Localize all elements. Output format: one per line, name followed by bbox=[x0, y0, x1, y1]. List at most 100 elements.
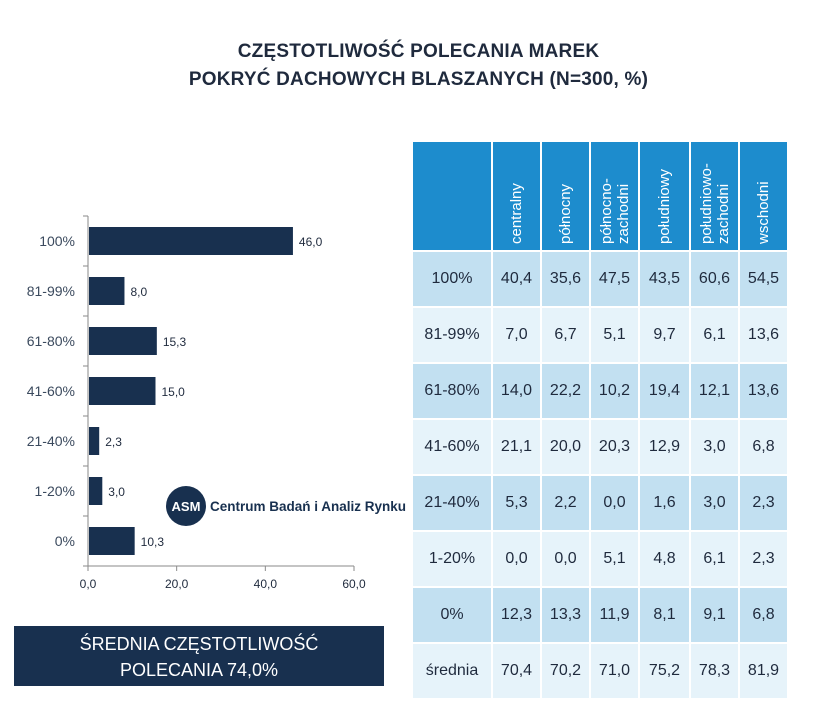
table-cell: 43,5 bbox=[640, 250, 691, 306]
table-cell: 6,8 bbox=[740, 418, 789, 474]
table-cell: 21,1 bbox=[493, 418, 542, 474]
table-row: 41-60% 21,1 20,0 20,3 12,9 3,0 6,8 bbox=[413, 418, 789, 474]
row-label: 21-40% bbox=[413, 474, 493, 530]
table-cell: 13,6 bbox=[740, 306, 789, 362]
region-table: centralny północny północno- zachodni połud… bbox=[413, 140, 789, 698]
table-cell: 9,7 bbox=[640, 306, 691, 362]
table-cell: 5,1 bbox=[591, 530, 640, 586]
table-cell: 54,5 bbox=[740, 250, 789, 306]
row-label: 61-80% bbox=[413, 362, 493, 418]
table-cell: 22,2 bbox=[542, 362, 591, 418]
bar-chart: 100% 46,0 81-99% 8,0 61-80% 15,3 41-60% 15,0 21-… bbox=[27, 215, 366, 591]
table-column-header: centralny bbox=[493, 140, 542, 250]
table-cell: 1,6 bbox=[640, 474, 691, 530]
table-column-header: północno- zachodni bbox=[591, 140, 640, 250]
table-cell: 5,3 bbox=[493, 474, 542, 530]
bar bbox=[89, 477, 103, 505]
bar bbox=[89, 377, 156, 405]
table-cell: 12,9 bbox=[640, 418, 691, 474]
table-row: 61-80% 14,0 22,2 10,2 19,4 12,1 13,6 bbox=[413, 362, 789, 418]
table-column-header: południowy bbox=[640, 140, 691, 250]
average-summary-box: ŚREDNIA CZĘSTOTLIWOŚĆ POLECANIA 74,0% bbox=[14, 626, 384, 686]
table-cell: 78,3 bbox=[691, 642, 740, 698]
table-row: 100% 40,4 35,6 47,5 43,5 60,6 54,5 bbox=[413, 250, 789, 306]
table-cell: 0,0 bbox=[493, 530, 542, 586]
y-tick-label: 61-80% bbox=[27, 333, 75, 349]
table-cell: 12,3 bbox=[493, 586, 542, 642]
table-body: 100% 40,4 35,6 47,5 43,5 60,6 54,5 81-99% 7,0 6,7… bbox=[413, 250, 789, 698]
title-line-1: CZĘSTOTLIWOŚĆ POLECANIA MAREK bbox=[237, 41, 600, 62]
bar bbox=[89, 227, 293, 255]
row-label: 81-99% bbox=[413, 306, 493, 362]
table-row: 1-20% 0,0 0,0 5,1 4,8 6,1 2,3 bbox=[413, 530, 789, 586]
column-header-label: wschodni bbox=[755, 181, 772, 244]
table-cell: 0,0 bbox=[591, 474, 640, 530]
table-cell: 14,0 bbox=[493, 362, 542, 418]
table-column-header: wschodni bbox=[740, 140, 789, 250]
y-tick-label: 100% bbox=[39, 233, 75, 249]
title-line-2: POKRYĆ DACHOWYCH BLASZANYCH (N=300, %) bbox=[188, 69, 649, 90]
table-cell: 0,0 bbox=[542, 530, 591, 586]
table-cell: 75,2 bbox=[640, 642, 691, 698]
y-tick-label: 0% bbox=[55, 533, 75, 549]
y-tick-label: 41-60% bbox=[27, 383, 75, 399]
y-tick-label: 21-40% bbox=[27, 433, 75, 449]
x-tick-label: 0,0 bbox=[80, 577, 97, 591]
column-header-label: południowo- zachodni bbox=[697, 163, 732, 244]
column-header-label: południowy bbox=[656, 168, 673, 244]
column-header-label: centralny bbox=[508, 183, 525, 244]
table-column-header: południowo- zachodni bbox=[691, 140, 740, 250]
table-cell: 8,1 bbox=[640, 586, 691, 642]
table-cell: 35,6 bbox=[542, 250, 591, 306]
table-cell: 2,2 bbox=[542, 474, 591, 530]
table-cell: 70,4 bbox=[493, 642, 542, 698]
data-label: 2,3 bbox=[105, 435, 122, 449]
bar bbox=[89, 527, 135, 555]
bar bbox=[89, 327, 157, 355]
table-cell: 71,0 bbox=[591, 642, 640, 698]
table-cell: 3,0 bbox=[691, 418, 740, 474]
table-cell: 81,9 bbox=[740, 642, 789, 698]
data-label: 8,0 bbox=[130, 285, 147, 299]
table-cell: 11,9 bbox=[591, 586, 640, 642]
table-cell: 2,3 bbox=[740, 474, 789, 530]
table-row: 81-99% 7,0 6,7 5,1 9,7 6,1 13,6 bbox=[413, 306, 789, 362]
table-cell: 10,2 bbox=[591, 362, 640, 418]
table-cell: 9,1 bbox=[691, 586, 740, 642]
table-column-header: północny bbox=[542, 140, 591, 250]
table-cell: 70,2 bbox=[542, 642, 591, 698]
data-label: 46,0 bbox=[299, 235, 323, 249]
table-header-corner bbox=[413, 140, 493, 250]
y-tick-label: 1-20% bbox=[35, 483, 75, 499]
row-label: 0% bbox=[413, 586, 493, 642]
x-tick-label: 20,0 bbox=[165, 577, 189, 591]
page-title: CZĘSTOTLIWOŚĆ POLECANIA MAREK POKRYĆ DAC… bbox=[0, 38, 837, 94]
table-cell: 5,1 bbox=[591, 306, 640, 362]
row-label: średnia bbox=[413, 642, 493, 698]
table-header-row: centralny północny północno- zachodni połud… bbox=[413, 140, 789, 250]
column-header-label: północny bbox=[557, 183, 574, 244]
bar bbox=[89, 427, 100, 455]
table-cell: 20,0 bbox=[542, 418, 591, 474]
y-tick-label: 81-99% bbox=[27, 283, 75, 299]
logo-mark: ASM bbox=[166, 486, 206, 526]
table-cell: 2,3 bbox=[740, 530, 789, 586]
table-cell: 60,6 bbox=[691, 250, 740, 306]
logo-text: Centrum Badań i Analiz Rynku bbox=[210, 498, 407, 514]
table-cell: 3,0 bbox=[691, 474, 740, 530]
table-cell: 19,4 bbox=[640, 362, 691, 418]
summary-line-2: POLECANIA 74,0% bbox=[119, 660, 279, 680]
table-cell: 47,5 bbox=[591, 250, 640, 306]
table-cell: 6,1 bbox=[691, 530, 740, 586]
table-cell: 4,8 bbox=[640, 530, 691, 586]
row-label: 1-20% bbox=[413, 530, 493, 586]
summary-line-1: ŚREDNIA CZĘSTOTLIWOŚĆ bbox=[79, 634, 319, 654]
data-label: 15,3 bbox=[163, 335, 187, 349]
data-label: 3,0 bbox=[108, 485, 125, 499]
bar bbox=[89, 277, 125, 305]
table-cell: 6,8 bbox=[740, 586, 789, 642]
table-cell: 40,4 bbox=[493, 250, 542, 306]
table-row: średnia 70,4 70,2 71,0 75,2 78,3 81,9 bbox=[413, 642, 789, 698]
table-row: 21-40% 5,3 2,2 0,0 1,6 3,0 2,3 bbox=[413, 474, 789, 530]
asm-logo: ASM Centrum Badań i Analiz Rynku bbox=[166, 486, 406, 526]
